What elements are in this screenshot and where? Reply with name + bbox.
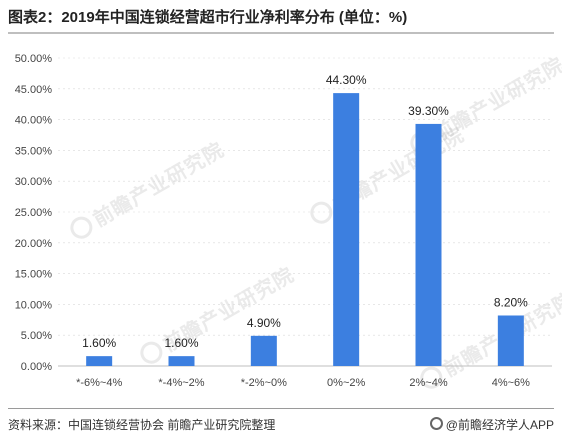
chart-title: 图表2：2019年中国连锁经营超市行业净利率分布 (单位：%) xyxy=(8,9,408,26)
brand-text: @前瞻经济学人APP xyxy=(445,418,554,432)
bar-chart: 0.00% 5.00% 10.00% 15.00% 20.00% 25.00% 30.00%… xyxy=(15,53,552,389)
x-tick-label: 2%~4% xyxy=(409,377,447,389)
brand-logo-icon xyxy=(429,417,443,430)
x-tick-label: *-2%~0% xyxy=(241,377,287,389)
bar xyxy=(415,123,442,366)
y-tick-label: 25.00% xyxy=(15,207,53,219)
y-tick-label: 30.00% xyxy=(15,176,53,188)
y-tick-label: 50.00% xyxy=(15,53,53,65)
brand-credit: @前瞻经济学人APP xyxy=(429,416,554,433)
bar xyxy=(250,335,277,366)
data-label: 44.30% xyxy=(326,73,367,87)
y-tick-label: 20.00% xyxy=(15,238,53,250)
data-label: 39.30% xyxy=(408,104,449,118)
y-tick-label: 40.00% xyxy=(15,115,53,127)
data-label: 1.60% xyxy=(164,336,198,350)
y-tick-label: 10.00% xyxy=(15,299,53,311)
y-tick-label: 35.00% xyxy=(15,145,53,157)
data-label: 4.90% xyxy=(247,316,281,330)
x-tick-label: 0%~2% xyxy=(327,377,365,389)
data-label: 8.20% xyxy=(494,295,528,309)
bar xyxy=(86,356,113,366)
x-tick-label: *-4%~2% xyxy=(158,377,204,389)
y-tick-label: 0.00% xyxy=(21,361,52,373)
footer-divider xyxy=(8,408,554,409)
bar xyxy=(333,93,360,366)
title-divider xyxy=(8,32,554,34)
source-note: 资料来源：中国连锁经营协会 前瞻产业研究院整理 xyxy=(8,418,276,432)
bar xyxy=(168,356,195,366)
y-tick-label: 15.00% xyxy=(15,269,53,281)
y-tick-label: 5.00% xyxy=(21,330,52,342)
x-tick-label: 4%~6% xyxy=(492,377,530,389)
x-tick-label: *-6%~4% xyxy=(76,377,122,389)
y-tick-label: 45.00% xyxy=(15,84,53,96)
data-label: 1.60% xyxy=(82,336,116,350)
bar xyxy=(497,315,524,366)
